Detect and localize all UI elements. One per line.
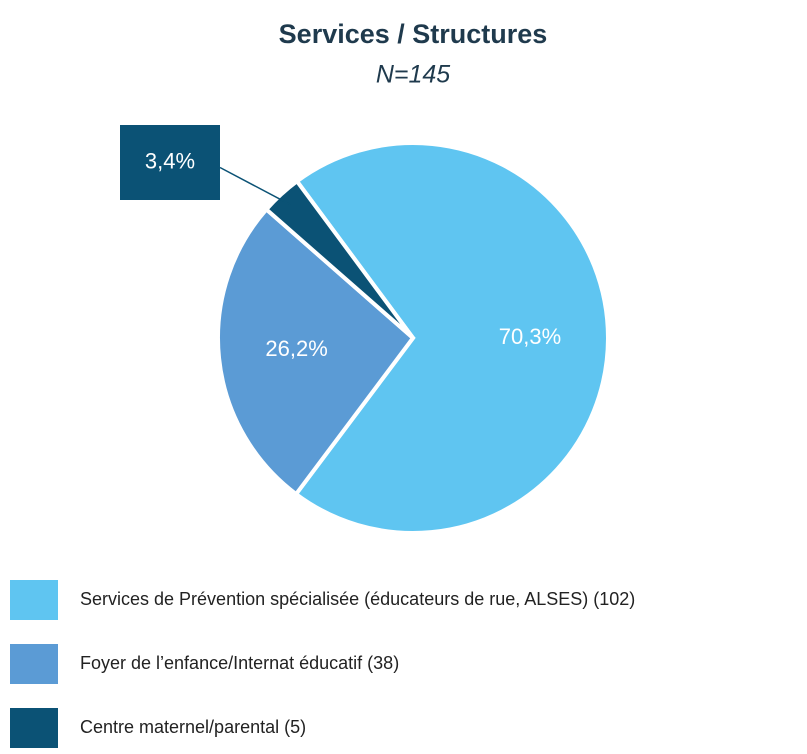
data-label: 3,4% — [145, 148, 195, 173]
legend-swatch — [10, 580, 58, 620]
legend-swatch — [10, 644, 58, 684]
pie-slice — [216, 206, 416, 497]
label-box — [120, 125, 220, 200]
legend-label: Foyer de l’enfance/Internat éducatif (38… — [80, 653, 399, 673]
pie-slice — [293, 141, 610, 535]
label-leader — [219, 166, 291, 206]
legend-label: Centre maternel/parental (5) — [80, 717, 306, 737]
data-label: 70,3% — [499, 324, 561, 349]
legend-swatch — [10, 708, 58, 748]
pie-slice — [263, 178, 415, 340]
chart-subtitle: N=145 — [376, 61, 450, 89]
data-label: 26,2% — [265, 336, 327, 361]
chart-title: Services / Structures — [279, 19, 548, 49]
legend-label: Services de Prévention spécialisée (éduc… — [80, 589, 635, 609]
